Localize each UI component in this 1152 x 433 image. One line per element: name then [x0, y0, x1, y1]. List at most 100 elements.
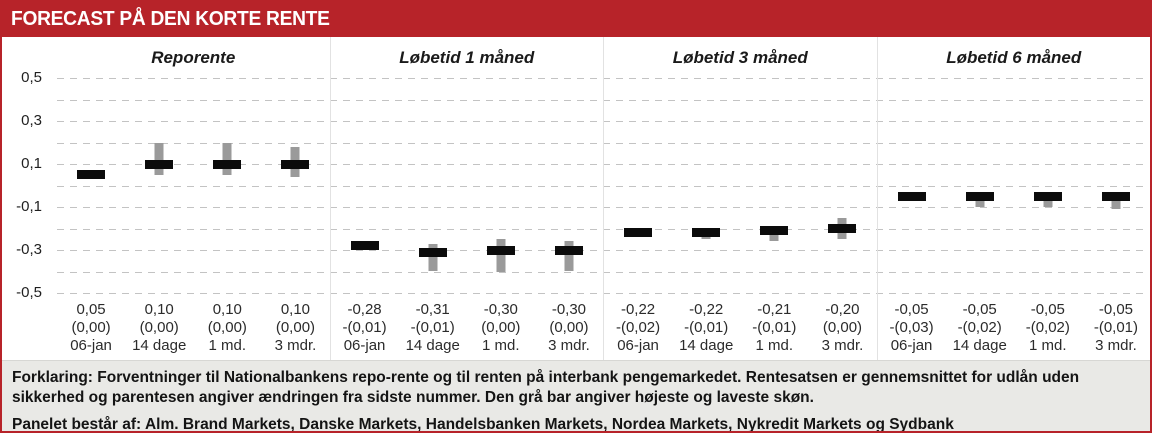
point-labels-row: -0,22 -(0,02) 06-jan -0,22 -(0,01) 14 dage -0,… [604, 301, 877, 355]
point-value-label: 0,10 [280, 301, 311, 318]
point-x-label: 3 mdr. [1095, 337, 1137, 354]
point-label: -0,22 -(0,02) 06-jan [604, 301, 672, 355]
point-value-label: -0,20 [825, 301, 860, 318]
grid-line [57, 271, 1148, 273]
y-tick-label: 0,5 [21, 69, 42, 86]
point-value-label: -0,05 [962, 301, 997, 318]
range-bar [975, 196, 985, 207]
point-label: -0,20 (0,00) 3 mdr. [808, 301, 876, 355]
point-label: 0,10 (0,00) 3 mdr. [261, 301, 329, 355]
point-labels-row: -0,28 -(0,01) 06-jan -0,31 -(0,01) 14 dage -0,… [331, 301, 604, 355]
point-label: -0,28 -(0,01) 06-jan [331, 301, 399, 355]
forecast-bar [486, 245, 515, 255]
point-x-label: 06-jan [343, 337, 386, 354]
point-labels-row: -0,05 -(0,03) 06-jan -0,05 -(0,02) 14 dage -0,… [878, 301, 1151, 355]
forecast-bar [692, 228, 721, 238]
point-change-label: (0,00) [71, 319, 111, 336]
point-x-label: 1 md. [482, 337, 520, 354]
chart-area: 0,5 0,3 0,1 -0,1 -0,3 -0,5 Reporente 0,05 (0,00… [2, 37, 1150, 360]
point-change-label: -(0,02) [957, 319, 1002, 336]
grid-line [57, 78, 1148, 79]
point-label: 0,05 (0,00) 06-jan [57, 301, 125, 355]
point-change-label: -(0,01) [410, 319, 455, 336]
point-label: 0,10 (0,00) 14 dage [125, 301, 193, 355]
point-change-label: -(0,01) [752, 319, 797, 336]
range-bar [428, 243, 438, 272]
forecast-bar [350, 241, 379, 251]
point-change-label: -(0,01) [342, 319, 387, 336]
point-value-label: -0,31 [415, 301, 450, 318]
forecast-panel: Løbetid 3 måned -0,22 -(0,02) 06-jan -0,22 -(… [603, 37, 877, 360]
y-tick-label: 0,1 [21, 155, 42, 172]
point-label: -0,05 -(0,01) 3 mdr. [1082, 301, 1150, 355]
point-change-label: -(0,01) [1093, 319, 1139, 336]
point-value-label: 0,10 [212, 301, 242, 318]
point-change-label: (0,00) [207, 319, 247, 336]
range-bar [1043, 196, 1053, 207]
point-label: -0,05 -(0,02) 1 md. [1014, 301, 1082, 355]
forecast-bar [418, 247, 447, 257]
point-x-label: 3 mdr. [274, 337, 317, 354]
range-bar [154, 142, 164, 175]
footer-explanation: Forklaring: Forventninger til Nationalba… [12, 369, 1080, 406]
forecast-bar [145, 159, 174, 169]
panel-title: Løbetid 3 måned [672, 48, 808, 67]
point-change-label: (0,00) [275, 319, 316, 336]
grid-line [57, 228, 1148, 230]
point-x-label: 1 md. [1029, 337, 1067, 354]
point-label: -0,05 -(0,02) 14 dage [946, 301, 1014, 355]
point-x-label: 1 md. [755, 337, 794, 354]
forecast-bar [281, 159, 310, 169]
point-value-label: -0,05 [894, 301, 929, 318]
point-x-label: 3 mdr. [548, 337, 590, 354]
range-bar [564, 241, 574, 272]
point-x-label: 14 dage [405, 337, 460, 354]
point-value-label: 0,05 [76, 301, 106, 318]
grid-line [57, 293, 1148, 294]
point-x-label: 14 dage [132, 337, 187, 354]
grid-line [57, 250, 1148, 251]
point-change-label: (0,00) [139, 319, 179, 336]
range-bar [222, 142, 232, 175]
y-tick-label: -0,1 [16, 198, 42, 215]
page-title: FORECAST PÅ DEN KORTE RENTE [11, 8, 330, 30]
grid-line [57, 121, 1148, 122]
point-label: -0,05 -(0,03) 06-jan [878, 301, 946, 355]
grid-line [57, 164, 1148, 165]
point-change-label: (0,00) [481, 319, 521, 336]
forecast-bar [897, 191, 926, 201]
range-bar [496, 239, 506, 272]
point-change-label: (0,00) [549, 319, 589, 336]
grid-line [57, 207, 1148, 208]
forecast-panel: Reporente 0,05 (0,00) 06-jan 0,10 (0,00) 14 da… [57, 37, 330, 360]
point-label: -0,21 -(0,01) 1 md. [740, 301, 808, 355]
forecast-bar [828, 224, 857, 233]
point-label: 0,10 (0,00) 1 md. [193, 301, 261, 355]
forecast-bar [965, 191, 994, 201]
point-x-label: 3 mdr. [821, 337, 864, 354]
point-value-label: -0,05 [1030, 301, 1065, 318]
point-label: -0,22 -(0,01) 14 dage [672, 301, 740, 355]
y-tick-label: -0,5 [16, 284, 42, 301]
point-value-label: -0,30 [551, 301, 587, 318]
forecast-panel: Løbetid 1 måned -0,28 -(0,01) 06-jan -0,31 -(… [329, 37, 604, 360]
y-tick-label: -0,3 [16, 241, 42, 258]
point-change-label: -(0,01) [684, 319, 729, 336]
point-x-label: 06-jan [617, 337, 659, 354]
forecast-bar [213, 159, 242, 169]
point-x-label: 14 dage [679, 337, 734, 354]
y-tick-label: 0,3 [21, 112, 42, 129]
point-label: -0,31 -(0,01) 14 dage [399, 301, 467, 355]
forecast-bar [1101, 191, 1130, 201]
forecast-bar [554, 245, 583, 255]
point-change-label: -(0,02) [615, 319, 661, 336]
panel-title: Reporente [151, 48, 236, 67]
point-x-label: 14 dage [952, 337, 1007, 354]
point-value-label: -0,30 [483, 301, 518, 318]
footer-note: Forklaring: Forventninger til Nationalba… [2, 360, 1150, 431]
grid-line [57, 142, 1148, 144]
point-x-label: 06-jan [70, 337, 112, 354]
forecast-panel: Løbetid 6 måned -0,05 -(0,03) 06-jan -0,05 -(… [876, 37, 1151, 360]
point-value-label: -0,28 [347, 301, 382, 318]
panel-title: Løbetid 1 måned [399, 48, 535, 67]
